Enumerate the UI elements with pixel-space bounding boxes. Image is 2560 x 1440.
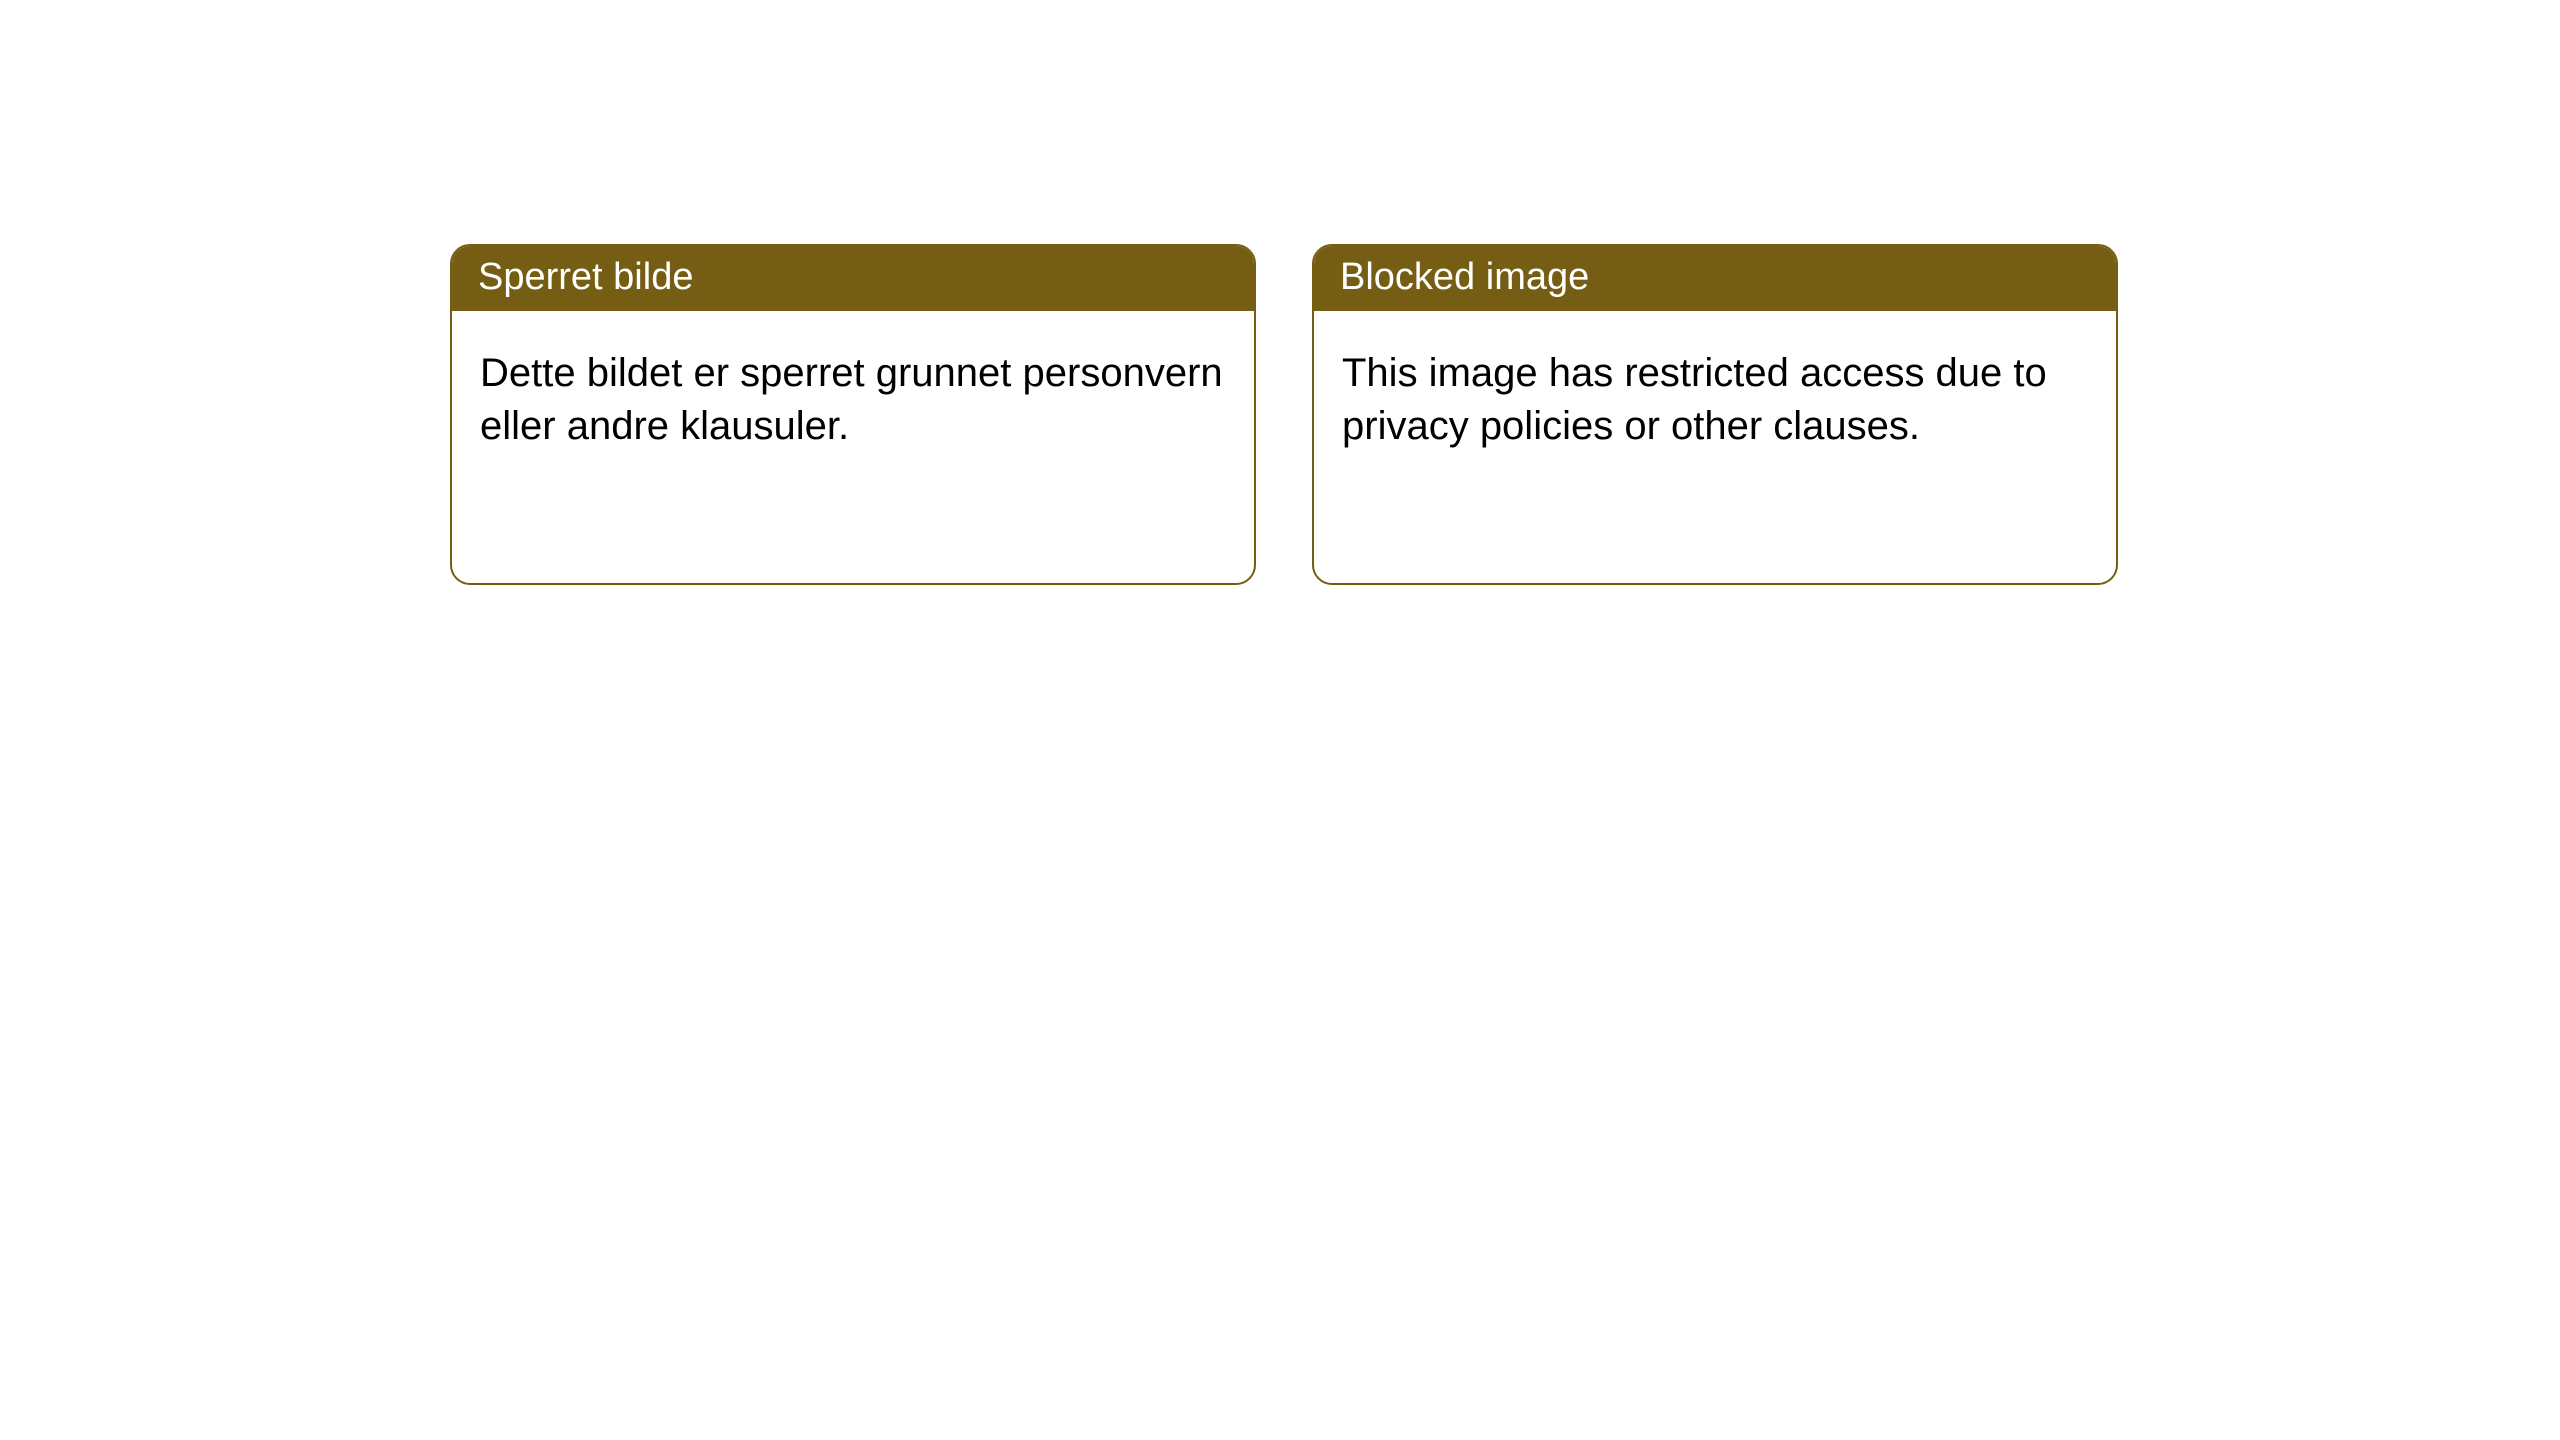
notice-card-norwegian: Sperret bilde Dette bildet er sperret gr… [450,244,1256,585]
card-body: Dette bildet er sperret grunnet personve… [452,311,1254,583]
notice-container: Sperret bilde Dette bildet er sperret gr… [0,0,2560,585]
notice-card-english: Blocked image This image has restricted … [1312,244,2118,585]
card-message: Dette bildet er sperret grunnet personve… [480,351,1223,448]
card-title: Blocked image [1340,256,1589,298]
card-message: This image has restricted access due to … [1342,351,2047,448]
card-header: Sperret bilde [452,246,1254,311]
card-body: This image has restricted access due to … [1314,311,2116,583]
card-title: Sperret bilde [478,256,693,298]
card-header: Blocked image [1314,246,2116,311]
